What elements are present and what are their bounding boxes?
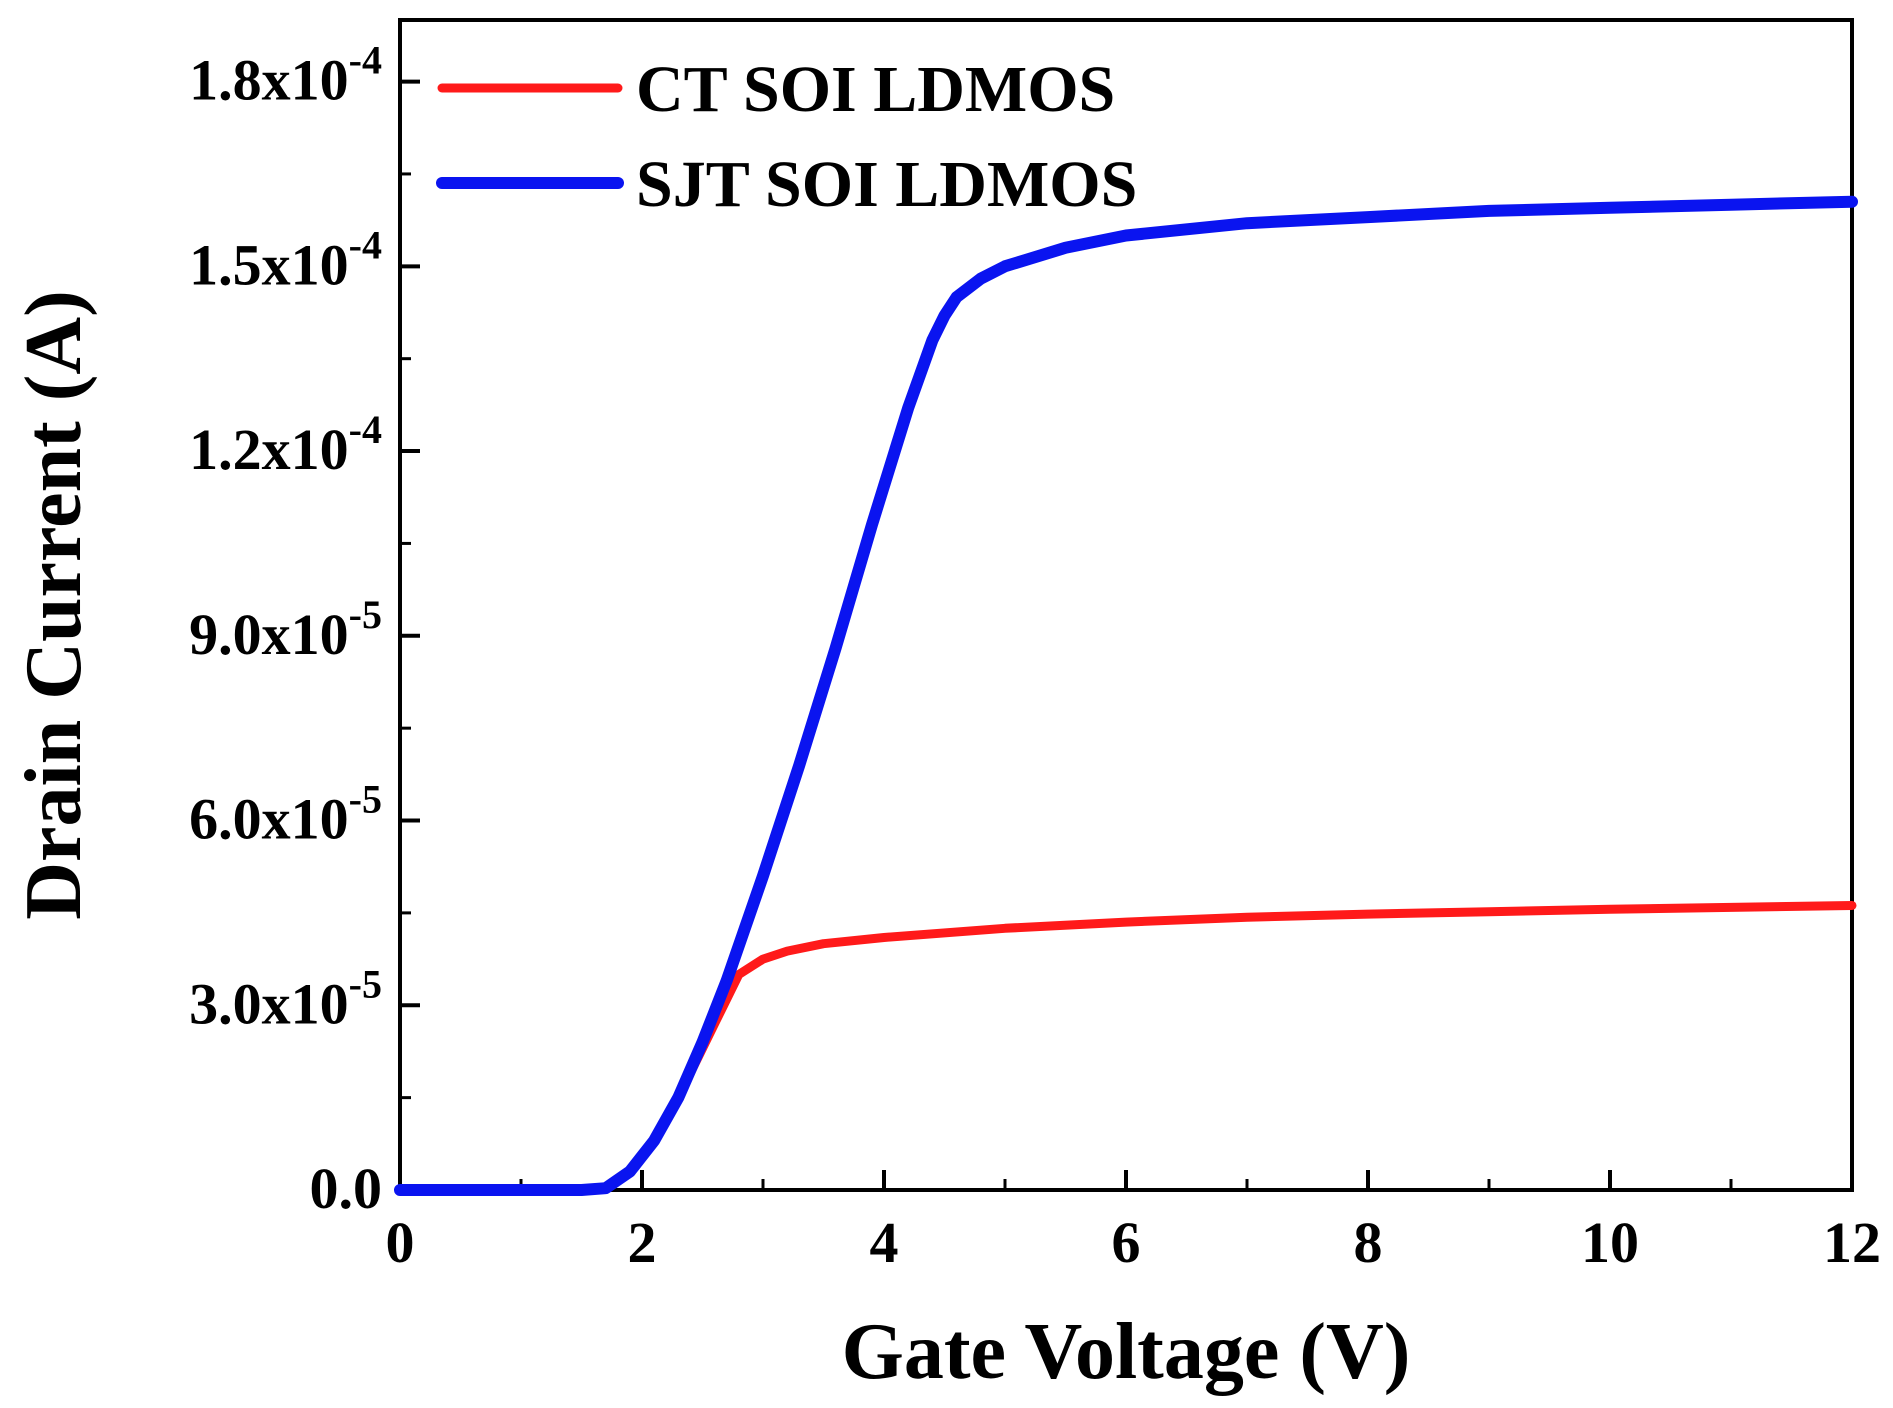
y-tick-mantissa: 6.0x10 [189, 787, 349, 852]
y-tick-label: 3.0x10-5 [189, 961, 382, 1036]
x-tick-label: 0 [386, 1210, 415, 1275]
y-tick-mantissa: 1.5x10 [189, 232, 349, 297]
x-tick-label: 10 [1581, 1210, 1639, 1275]
y-tick-exponent: -4 [349, 222, 382, 267]
y-tick-label: 1.8x10-4 [189, 38, 382, 113]
legend-label: CT SOI LDMOS [636, 53, 1115, 126]
x-axis-ticks: 0 2 4 6 8 10 12 [386, 1170, 1881, 1275]
y-tick-label: 1.2x10-4 [189, 407, 382, 482]
legend-label: SJT SOI LDMOS [636, 148, 1137, 221]
series-line-ct-soi-ldmos [395, 901, 1857, 1195]
y-tick-label: 0.0 [310, 1156, 383, 1221]
series-layer [394, 195, 1858, 1196]
y-tick-exponent: -5 [349, 777, 382, 822]
y-tick-mantissa: 3.0x10 [189, 971, 349, 1036]
y-axis-title: Drain Current (A) [10, 290, 98, 920]
y-tick-exponent: -4 [349, 407, 382, 452]
y-tick-label: 1.5x10-4 [189, 222, 382, 297]
y-tick-mantissa: 0.0 [310, 1156, 383, 1221]
x-tick-label: 4 [870, 1210, 899, 1275]
x-tick-label: 2 [628, 1210, 657, 1275]
y-tick-label: 9.0x10-5 [189, 592, 382, 667]
x-tick-label: 8 [1354, 1210, 1383, 1275]
y-tick-label: 6.0x10-5 [189, 777, 382, 852]
y-tick-mantissa: 1.2x10 [189, 417, 349, 482]
y-tick-mantissa: 1.8x10 [189, 48, 349, 113]
y-tick-exponent: -5 [349, 961, 382, 1006]
legend: CT SOI LDMOS SJT SOI LDMOS [436, 53, 1137, 221]
y-tick-mantissa: 9.0x10 [189, 602, 349, 667]
y-tick-exponent: -4 [349, 38, 382, 83]
y-tick-exponent: -5 [349, 592, 382, 637]
x-axis-title: Gate Voltage (V) [842, 1308, 1411, 1396]
x-tick-label: 12 [1823, 1210, 1881, 1275]
series-line-sjt-soi-ldmos [394, 195, 1858, 1196]
y-axis-ticks: 0.03.0x10-56.0x10-59.0x10-51.2x10-41.5x1… [189, 38, 420, 1221]
x-tick-label: 6 [1112, 1210, 1141, 1275]
